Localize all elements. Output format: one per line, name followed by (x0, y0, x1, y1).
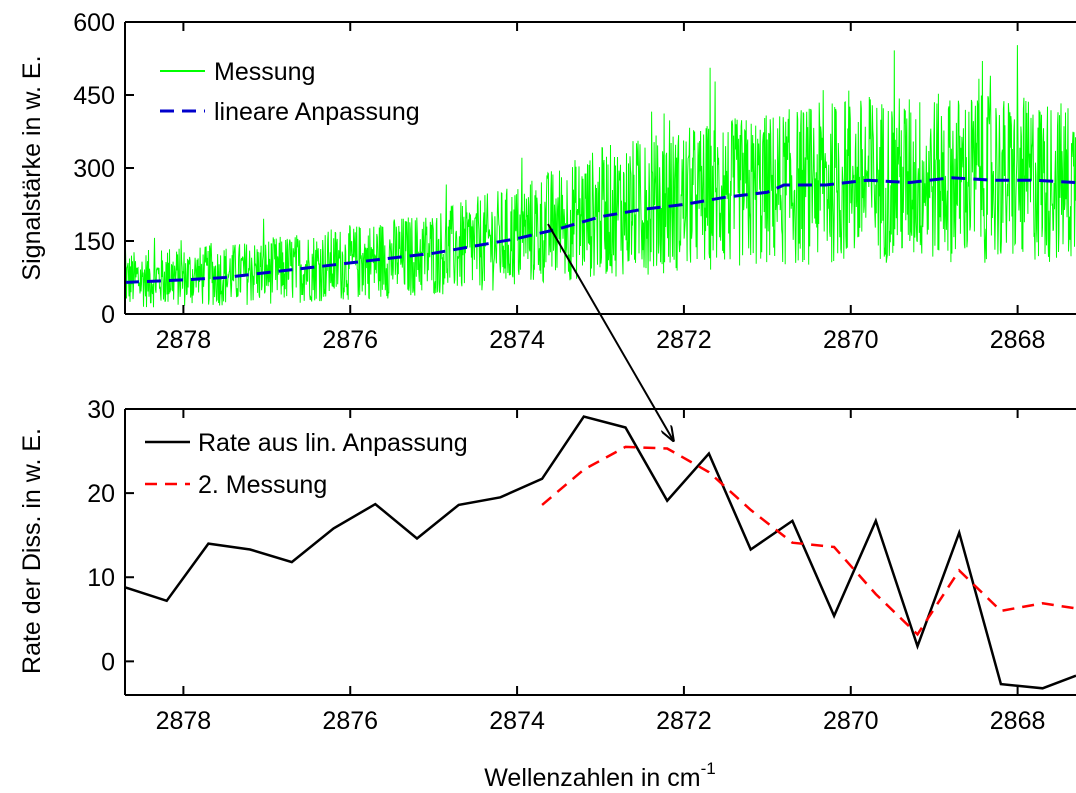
legend-rate-label: Rate aus lin. Anpassung (198, 429, 468, 457)
legend-messung-label: Messung (214, 58, 315, 86)
bottom-panel: 2878 2876 2874 2872 2870 2868 0 10 20 30 Rate der… (18, 396, 1076, 792)
top-axis-ticks: 2878 2876 2874 2872 2870 2868 0 150 300 450 600 (73, 9, 1045, 354)
x-axis-label: Wellenzahlen in cm-1 (484, 759, 715, 792)
x-axis-label-exponent: -1 (701, 759, 716, 778)
top-y-axis-label: Signalstärke in w. E. (18, 55, 46, 280)
bottom-x-tick-label: 2868 (990, 707, 1046, 735)
legend-lineare-anpassung-label: lineare Anpassung (214, 98, 420, 126)
bottom-x-tick-label: 2878 (156, 707, 212, 735)
annotation-arrow (547, 223, 673, 440)
top-x-tick-label: 2872 (656, 326, 712, 354)
bottom-legend: Rate aus lin. Anpassung 2. Messung (145, 429, 468, 499)
top-y-tick-label: 600 (73, 9, 115, 37)
bottom-plot-area (125, 415, 1076, 690)
top-y-tick-label: 0 (101, 301, 115, 329)
bottom-y-tick-label: 30 (87, 396, 115, 424)
series-rate-aus-lin-anpassung-line (125, 415, 1076, 690)
top-x-tick-label: 2876 (322, 326, 378, 354)
top-x-tick-label: 2874 (489, 326, 545, 354)
top-panel: 2878 2876 2874 2872 2870 2868 0 150 300 450 600 Si… (18, 9, 1076, 354)
top-plot-area (125, 45, 1076, 308)
top-x-tick-label: 2870 (823, 326, 879, 354)
bottom-y-tick-label: 20 (87, 480, 115, 508)
bottom-x-tick-label: 2876 (322, 707, 378, 735)
bottom-axis-ticks: 2878 2876 2874 2872 2870 2868 0 10 20 30 (87, 396, 1045, 735)
series-2-messung-line (541, 445, 1076, 637)
bottom-x-tick-label: 2870 (823, 707, 879, 735)
bottom-y-tick-label: 0 (101, 648, 115, 676)
top-legend: Messung lineare Anpassung (160, 58, 420, 126)
top-x-tick-label: 2868 (990, 326, 1046, 354)
top-y-tick-label: 450 (73, 82, 115, 110)
bottom-y-axis-label: Rate der Diss. in w. E. (18, 428, 46, 674)
top-y-tick-label: 150 (73, 228, 115, 256)
bottom-y-tick-label: 10 (87, 564, 115, 592)
bottom-x-tick-label: 2874 (489, 707, 545, 735)
legend-2-messung-label: 2. Messung (198, 471, 327, 499)
bottom-x-tick-label: 2872 (656, 707, 712, 735)
top-x-tick-label: 2878 (156, 326, 212, 354)
series-lineare-anpassung-line (125, 176, 1076, 284)
top-y-tick-label: 300 (73, 155, 115, 183)
